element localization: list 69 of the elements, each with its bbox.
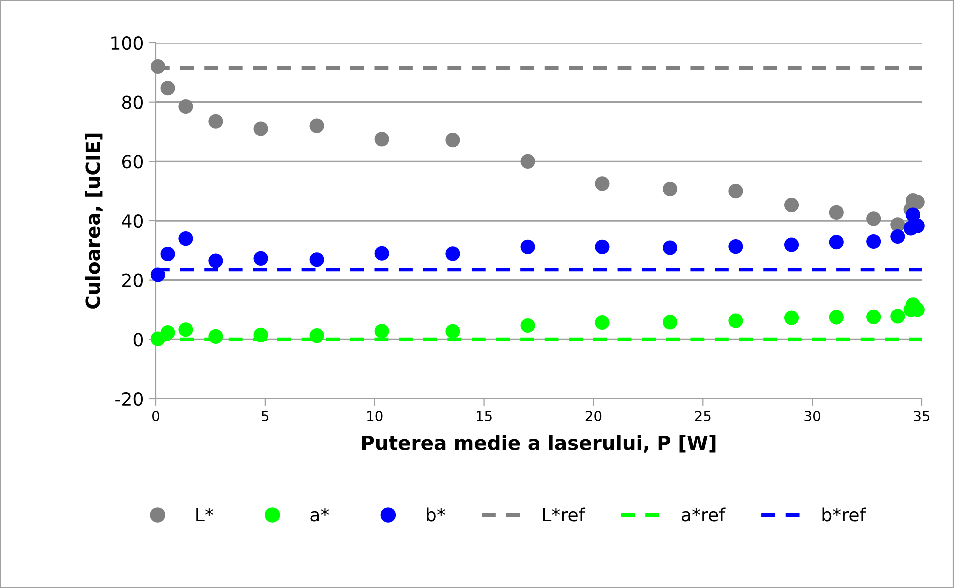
point	[829, 205, 844, 220]
point	[310, 328, 324, 344]
legend-label: a*	[310, 508, 330, 522]
point	[595, 176, 610, 192]
legend-label: b*ref	[822, 508, 866, 522]
legend-label: b*	[427, 508, 446, 522]
y-tick-label: 20	[122, 274, 143, 288]
point	[866, 310, 882, 324]
point	[829, 235, 844, 250]
point	[446, 133, 460, 148]
point	[374, 246, 390, 261]
point	[595, 315, 610, 330]
point	[784, 198, 800, 213]
point	[254, 122, 268, 136]
point	[208, 329, 224, 344]
y-tick-label: 40	[122, 214, 143, 228]
legend-label: L*ref	[543, 508, 586, 522]
point	[178, 232, 194, 246]
x-tick-label: 5	[262, 411, 269, 422]
point	[160, 326, 176, 340]
point	[728, 240, 744, 254]
y-tick-label: 80	[122, 96, 143, 110]
point	[890, 309, 906, 324]
y-axis-title: Culoarea, [uCIE]	[85, 134, 103, 309]
point	[254, 251, 268, 266]
x-axis-title: Puterea medie a laserului, P [W]	[362, 435, 716, 453]
point	[595, 240, 610, 254]
point	[784, 238, 800, 252]
point	[890, 229, 906, 244]
point	[784, 310, 800, 326]
x-tick-label: 15	[476, 411, 492, 422]
point	[520, 240, 536, 254]
point	[374, 132, 390, 147]
point	[520, 318, 536, 334]
point	[663, 240, 678, 256]
y-tick-label: 60	[122, 155, 143, 169]
point	[208, 254, 224, 268]
point	[446, 246, 460, 262]
y-tick-label: -20	[116, 392, 143, 406]
x-tick-label: 25	[695, 411, 711, 422]
point	[150, 59, 166, 74]
point	[520, 154, 536, 169]
y-tick-label: 100	[112, 36, 143, 50]
point	[374, 324, 390, 339]
point	[829, 310, 844, 325]
point	[663, 315, 678, 330]
point	[728, 184, 744, 199]
point	[178, 100, 194, 114]
x-tick-label: 20	[586, 411, 602, 422]
point	[160, 246, 176, 262]
point	[160, 81, 176, 96]
point	[310, 118, 324, 134]
x-tick-label: 10	[368, 411, 383, 422]
point	[446, 324, 460, 339]
point	[866, 212, 882, 226]
point	[310, 252, 324, 268]
point	[866, 234, 882, 250]
x-tick-label: 0	[152, 411, 160, 422]
x-tick-label: 30	[804, 411, 820, 422]
point	[254, 328, 268, 342]
legend-label: L*	[196, 508, 214, 522]
point	[208, 114, 224, 129]
point	[178, 322, 194, 338]
y-tick-label: 0	[134, 333, 143, 347]
point	[150, 268, 166, 282]
point	[728, 314, 744, 328]
x-tick-label: 35	[914, 411, 930, 422]
point	[663, 182, 678, 197]
legend-label: a*ref	[682, 508, 726, 522]
